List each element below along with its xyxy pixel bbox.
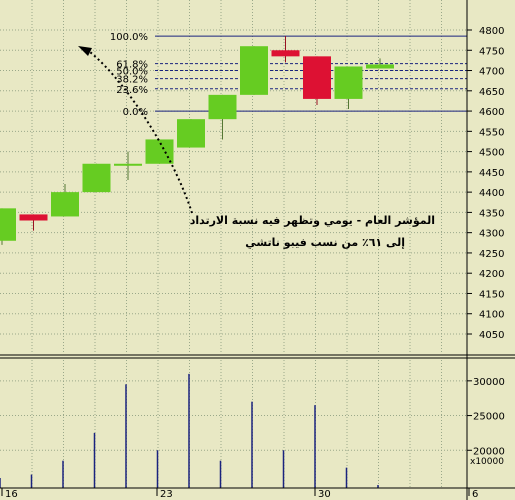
fibonacci-lines: 100.0% 61.8%50.0%38.2%23.6% 0.0% (110, 32, 467, 118)
candle-up (114, 163, 142, 166)
candle-up (177, 119, 205, 148)
price-tick-label: 4250 (479, 249, 504, 260)
volume-tick-label: 20000 (473, 446, 505, 457)
price-tick-label: 4550 (479, 127, 504, 138)
fib-level-label: 61.8% (116, 60, 148, 71)
price-tick-label: 4700 (479, 67, 504, 78)
price-tick-label: 4650 (479, 87, 504, 98)
volume-tick-label: 30000 (473, 377, 505, 388)
axis-ticks: 4050 4100 4150 4200 4250 4300 4350 4400 4450 4500… (1, 26, 505, 500)
candle-up (208, 94, 237, 120)
fib-level-label: 50.0% (116, 67, 148, 78)
price-tick-label: 4600 (479, 107, 504, 118)
x-tick-label: 30 (318, 489, 331, 500)
price-tick-label: 4400 (479, 188, 504, 199)
price-tick-label: 4450 (479, 168, 504, 179)
volume-multiplier-label: x10000 (470, 457, 504, 467)
fib-level-label: 23.6% (116, 85, 148, 96)
price-tick-label: 4300 (479, 229, 504, 240)
x-tick-label: 23 (160, 489, 173, 500)
fib-level-label: 38.2% (116, 75, 148, 86)
price-tick-label: 4100 (479, 310, 504, 321)
price-tick-label: 4050 (479, 330, 504, 341)
x-tick-label: 16 (5, 489, 18, 500)
price-tick-label: 4800 (479, 26, 504, 37)
candles (0, 36, 394, 245)
price-tick-label: 4500 (479, 148, 504, 159)
candle-up (51, 192, 79, 217)
volume-grid (0, 360, 467, 488)
x-tick-label: 6 (472, 489, 478, 500)
price-grid (0, 0, 467, 352)
fib-level-label: 100.0% (110, 32, 148, 43)
candle-up (240, 46, 268, 95)
candle-down (271, 50, 300, 57)
annotation-line-2: إلى ٦١٪ من نسب فيبو ناتشي (245, 236, 405, 249)
candle-down (19, 214, 48, 221)
arrowhead-icon (78, 46, 92, 56)
annotation-arrow (89, 51, 193, 214)
candle-up (366, 64, 394, 69)
fib-level-label: 0.0% (123, 107, 148, 118)
volume-bars (0, 373, 379, 488)
price-tick-label: 4750 (479, 46, 504, 57)
price-tick-label: 4200 (479, 269, 504, 280)
candle-up (145, 139, 174, 164)
candle-down (303, 56, 331, 99)
price-tick-label: 4350 (479, 208, 504, 219)
candle-up (82, 163, 111, 193)
candle-up (334, 66, 363, 99)
volume-tick-label: 25000 (473, 412, 505, 423)
candle-up (0, 208, 16, 241)
annotation-line-1: المؤشر العام - يومي وتظهر فيه نسبة الارت… (190, 214, 435, 227)
price-tick-label: 4150 (479, 289, 504, 300)
